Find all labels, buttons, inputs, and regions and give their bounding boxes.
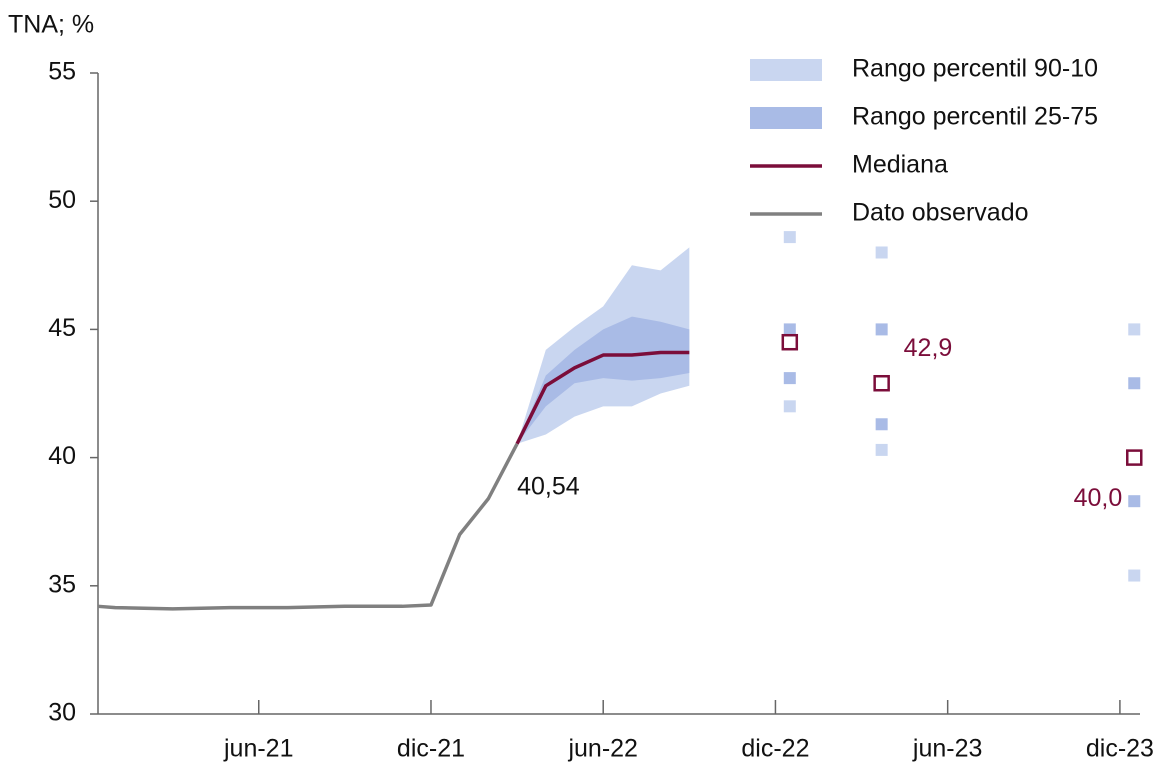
percentile-point: [1128, 495, 1141, 508]
data-label: 40,0: [1074, 484, 1123, 512]
y-tick-label: 55: [48, 58, 76, 86]
y-tick-label: 50: [48, 186, 76, 214]
x-tick-label: dic-21: [397, 735, 465, 763]
percentile-point: [875, 418, 888, 431]
percentile-point: [783, 231, 796, 244]
legend-label: Rango percentil 25-75: [852, 103, 1098, 131]
data-label: 40,54: [517, 472, 580, 500]
y-tick-label: 40: [48, 442, 76, 470]
y-axis-label: TNA; %: [8, 11, 94, 39]
percentile-point: [875, 246, 888, 259]
percentile-point: [875, 443, 888, 456]
percentile-point: [875, 323, 888, 336]
x-tick-label: jun-23: [912, 735, 983, 763]
legend-label: Dato observado: [852, 199, 1029, 227]
median-point: [1126, 449, 1143, 466]
x-tick-label: jun-21: [223, 735, 294, 763]
percentile-point: [1128, 323, 1141, 336]
x-tick-label: dic-23: [1086, 735, 1154, 763]
legend-label: Mediana: [852, 151, 948, 179]
data-label: 42,9: [904, 334, 953, 362]
series-line: [97, 442, 519, 611]
percentile-point: [783, 323, 796, 336]
legend-swatch: [750, 107, 822, 129]
x-tick-label: jun-22: [567, 735, 638, 763]
legend-swatch: [750, 59, 822, 81]
series-line: [515, 350, 690, 445]
percentile-band: [517, 316, 690, 444]
y-tick-label: 45: [48, 314, 76, 342]
percentile-point: [1128, 569, 1141, 582]
y-tick-label: 35: [48, 570, 76, 598]
percentile-point: [783, 400, 796, 413]
y-tick-label: 30: [48, 699, 76, 727]
percentile-point: [1128, 377, 1141, 390]
legend-label: Rango percentil 90-10: [852, 55, 1098, 83]
median-point: [873, 374, 890, 392]
median-point: [781, 333, 799, 351]
x-tick-label: dic-22: [741, 735, 809, 763]
percentile-point: [783, 372, 796, 385]
